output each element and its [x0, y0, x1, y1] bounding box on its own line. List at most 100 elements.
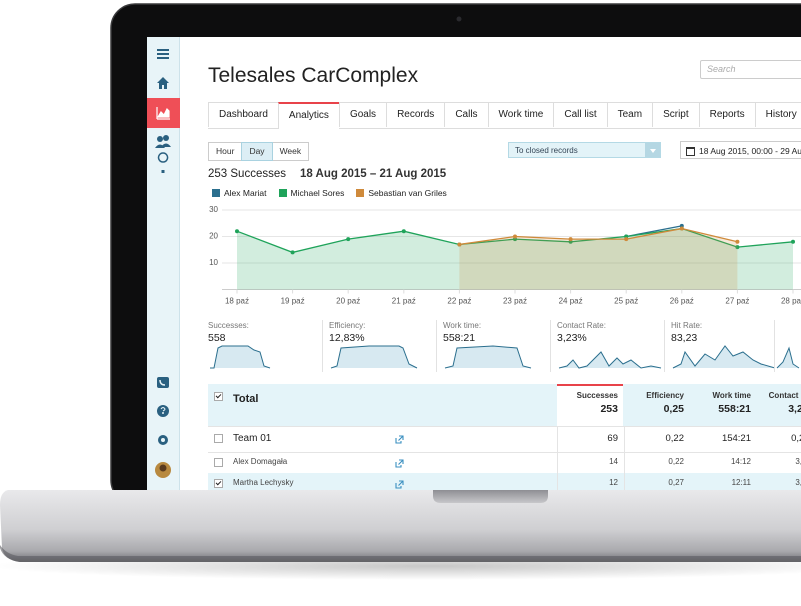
analytics-icon[interactable] — [156, 107, 170, 120]
home-icon[interactable] — [157, 77, 169, 89]
tab[interactable]: Reports — [698, 102, 755, 127]
row-label: Martha Lechysky — [233, 477, 294, 487]
column-divider — [557, 426, 625, 452]
y-tick-label: 30 — [209, 205, 218, 214]
x-tick-label: 19 paź — [281, 297, 305, 305]
tab[interactable]: Team — [606, 102, 653, 127]
kpi-label: Hit Rate: — [671, 321, 703, 330]
data-point — [235, 229, 239, 234]
range-toggle: Hour Day Week — [208, 142, 310, 161]
cell-value: 0,22 — [668, 456, 684, 466]
tab[interactable]: History — [754, 102, 801, 127]
sparkline — [210, 345, 271, 369]
team-icon[interactable] — [157, 136, 163, 142]
external-link[interactable] — [395, 458, 404, 468]
data-point — [401, 229, 406, 234]
kpi-card: Successes: 558 — [208, 320, 322, 372]
line-chart: 10 20 30 18 paź 19 paź 20 paź 21 paź 22 paź 23 p… — [209, 205, 801, 305]
column-header: Work time — [712, 391, 751, 400]
sparkline — [444, 345, 532, 369]
kpi-value: 558:21 — [443, 332, 476, 344]
range-button[interactable]: Week — [271, 142, 310, 161]
screen: Telesales CarComplex Search Dashboard Ana… — [147, 37, 801, 490]
tab[interactable]: Goals — [338, 102, 387, 127]
date-picker[interactable]: 18 Aug 2015, 00:00 - 29 Aug 2015 — [680, 141, 801, 159]
y-tick-label: 10 — [209, 258, 218, 267]
table-header: Total Successes Efficiency Work time Contact… — [208, 384, 801, 427]
tab[interactable]: Calls — [444, 102, 488, 127]
x-tick-label: 26 paź — [670, 297, 694, 305]
external-link[interactable] — [395, 479, 404, 489]
data-point — [679, 226, 684, 231]
data-point — [290, 250, 295, 255]
active-nav[interactable] — [147, 98, 180, 128]
data-point — [791, 239, 795, 244]
sparkline-area — [445, 346, 531, 368]
legend-item[interactable]: Alex Mariat — [212, 188, 267, 198]
column-header: Contact Rate — [768, 391, 801, 400]
tab[interactable]: Script — [652, 102, 699, 127]
search-input[interactable]: Search — [700, 60, 801, 79]
tab[interactable]: Work time — [487, 102, 554, 127]
tab[interactable]: Analytics — [277, 102, 339, 129]
legend-item[interactable]: Sebastian van Griles — [356, 188, 447, 198]
menu-icon[interactable] — [157, 49, 169, 51]
summary-count: 253 Successes — [208, 168, 286, 180]
data-point — [735, 245, 740, 250]
column-divider — [557, 452, 625, 473]
total-value: 0,25 — [663, 403, 684, 415]
kpi-value: 558 — [208, 332, 226, 344]
cell-value: 0,22 — [665, 433, 685, 444]
data-point — [735, 239, 740, 244]
sparkline-line — [672, 345, 776, 369]
checkbox[interactable] — [214, 457, 223, 467]
tab[interactable]: Records — [386, 102, 445, 127]
filter-dropdown[interactable]: To closed records — [508, 142, 661, 158]
phone-icon[interactable] — [157, 377, 169, 388]
cell-value: 3,22% — [795, 477, 801, 487]
series-area — [237, 228, 793, 290]
sidebar — [147, 37, 180, 490]
kpi-card: Work time: 558:21 — [436, 320, 551, 372]
kpi-label: Contact Rate: — [557, 321, 606, 330]
x-tick-label: 25 paź — [614, 297, 638, 305]
legend-item[interactable]: Michael Sores — [278, 188, 345, 198]
x-tick-label: 27 paź — [725, 297, 749, 305]
legend-label: Alex Mariat — [224, 188, 267, 198]
x-tick-label: 20 paź — [336, 297, 360, 305]
kpi-value: 83,23 — [671, 332, 698, 344]
tab-bar: Dashboard Analytics Goals Records Calls Work … — [208, 102, 801, 129]
x-tick-label: 21 paź — [392, 297, 416, 305]
idea-icon[interactable] — [157, 152, 169, 163]
legend-label: Michael Sores — [290, 188, 345, 198]
cell-value: 12:11 — [731, 477, 751, 487]
data-point — [513, 234, 517, 239]
checkbox[interactable] — [214, 392, 223, 401]
laptop-base — [0, 490, 801, 562]
kpi-label: Successes: — [208, 321, 249, 330]
sparkline-line — [558, 351, 662, 369]
total-value: 3,25% — [788, 403, 801, 415]
sparkline — [672, 345, 776, 369]
checkbox[interactable] — [214, 434, 223, 443]
checkbox[interactable] — [214, 478, 223, 488]
filter-text: To closed records — [515, 146, 578, 155]
range-button[interactable]: Hour — [208, 142, 243, 161]
sparkline — [558, 351, 662, 369]
kpi-value: 3,23% — [557, 332, 587, 344]
tab[interactable]: Dashboard — [208, 102, 278, 127]
external-link[interactable] — [395, 435, 404, 444]
summary: 253 Successes 18 Aug 2015 – 21 Aug 2015 — [208, 168, 446, 180]
data-point — [624, 237, 629, 242]
total-value: 558:21 — [718, 403, 751, 415]
series-line — [459, 227, 738, 246]
header-highlight — [557, 384, 623, 426]
range-button[interactable]: Day — [241, 142, 273, 161]
data-point — [457, 242, 462, 247]
tab[interactable]: Call list — [553, 102, 607, 127]
total-value: 253 — [600, 403, 618, 415]
data-point — [568, 237, 573, 242]
